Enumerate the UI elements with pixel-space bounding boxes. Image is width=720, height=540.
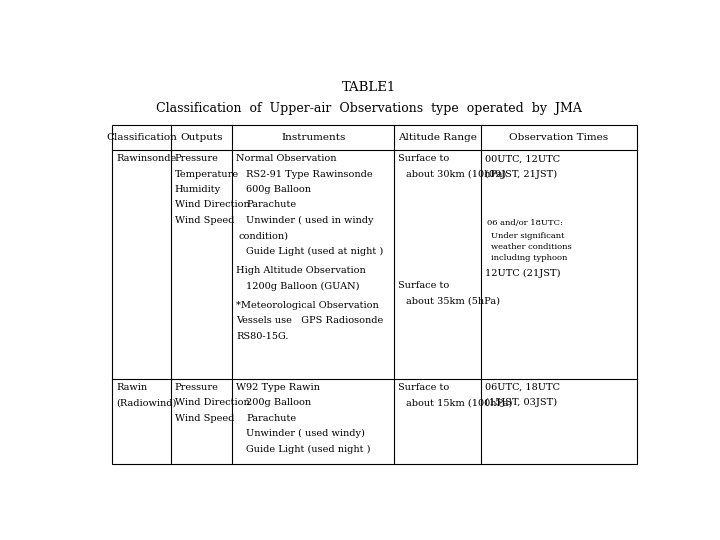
Text: (Radiowind): (Radiowind): [116, 399, 176, 407]
Text: 1200g Balloon (GUAN): 1200g Balloon (GUAN): [246, 281, 360, 291]
Text: High Altitude Observation: High Altitude Observation: [236, 266, 366, 275]
Text: Pressure: Pressure: [175, 154, 219, 163]
Text: Humidity: Humidity: [175, 185, 221, 194]
Text: Parachute: Parachute: [246, 200, 297, 210]
Text: Unwinder ( used in windy: Unwinder ( used in windy: [246, 216, 374, 225]
Text: Wind Speed: Wind Speed: [175, 414, 234, 423]
Text: (15JST, 03JST): (15JST, 03JST): [485, 399, 557, 407]
Text: 12UTC (21JST): 12UTC (21JST): [485, 269, 560, 278]
Text: Vessels use   GPS Radiosonde: Vessels use GPS Radiosonde: [236, 316, 384, 326]
Text: Surface to: Surface to: [398, 281, 449, 291]
Text: Altitude Range: Altitude Range: [398, 133, 477, 142]
Text: RS2-91 Type Rawinsonde: RS2-91 Type Rawinsonde: [246, 170, 373, 179]
Text: Under significant: Under significant: [491, 232, 564, 240]
Text: about 15km (100hPa): about 15km (100hPa): [406, 399, 513, 407]
Text: Rawinsonde: Rawinsonde: [116, 154, 176, 163]
Text: Observation Times: Observation Times: [509, 133, 608, 142]
Text: weather conditions: weather conditions: [491, 243, 572, 251]
Text: 00UTC, 12UTC: 00UTC, 12UTC: [485, 154, 559, 163]
Text: Wind Direction: Wind Direction: [175, 399, 250, 407]
Text: Parachute: Parachute: [246, 414, 297, 423]
Text: Surface to: Surface to: [398, 154, 449, 163]
Text: W92 Type Rawin: W92 Type Rawin: [236, 383, 320, 392]
Text: Guide Light (used at night ): Guide Light (used at night ): [246, 246, 384, 255]
Text: Classification  of  Upper-air  Observations  type  operated  by  JMA: Classification of Upper-air Observations…: [156, 102, 582, 115]
Text: Unwinder ( used windy): Unwinder ( used windy): [246, 429, 365, 438]
Text: Rawin: Rawin: [116, 383, 148, 392]
Text: 06UTC, 18UTC: 06UTC, 18UTC: [485, 383, 559, 392]
Text: Surface to: Surface to: [398, 383, 449, 392]
Text: 200g Balloon: 200g Balloon: [246, 399, 311, 407]
Text: TABLE1: TABLE1: [342, 81, 396, 94]
Text: Guide Light (used night ): Guide Light (used night ): [246, 444, 371, 454]
Text: Pressure: Pressure: [175, 383, 219, 392]
Text: RS80-15G.: RS80-15G.: [236, 332, 289, 341]
Text: (09JST, 21JST): (09JST, 21JST): [485, 170, 557, 179]
Text: Wind Direction: Wind Direction: [175, 200, 250, 210]
Text: condition): condition): [239, 231, 289, 240]
Text: about 30km (10hPa): about 30km (10hPa): [406, 170, 507, 179]
Text: Wind Speed: Wind Speed: [175, 216, 234, 225]
Text: 06 and/or 18UTC:: 06 and/or 18UTC:: [487, 219, 563, 227]
Text: Temperature: Temperature: [175, 170, 239, 179]
Text: including typhoon: including typhoon: [491, 254, 567, 262]
Text: *Meteorological Observation: *Meteorological Observation: [236, 301, 379, 310]
Text: 600g Balloon: 600g Balloon: [246, 185, 311, 194]
Text: Normal Observation: Normal Observation: [236, 154, 337, 163]
Text: Outputs: Outputs: [180, 133, 223, 142]
Bar: [112, 125, 636, 464]
Text: Classification: Classification: [106, 133, 177, 142]
Text: about 35km (5hPa): about 35km (5hPa): [406, 297, 500, 306]
Text: Instruments: Instruments: [281, 133, 346, 142]
